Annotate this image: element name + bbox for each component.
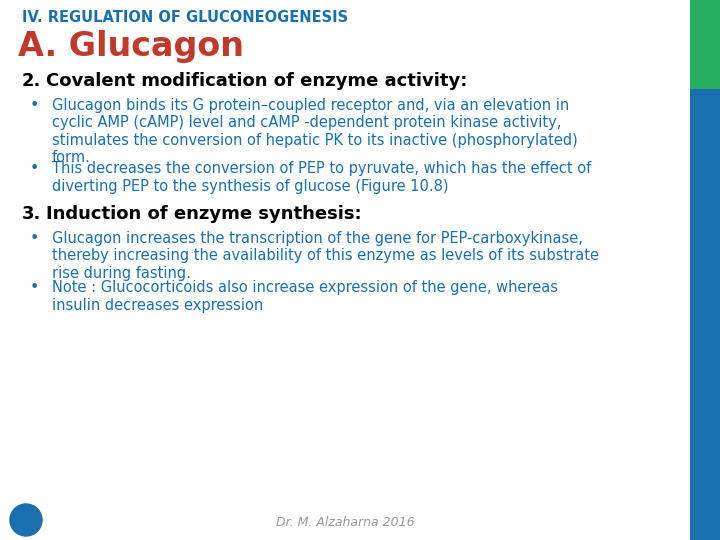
Text: •: • (30, 280, 40, 295)
Text: Covalent modification of enzyme activity:: Covalent modification of enzyme activity… (46, 72, 467, 90)
Text: 27: 27 (15, 512, 37, 528)
Text: 2.: 2. (22, 72, 41, 90)
Text: Glucagon binds its G protein–coupled receptor and, via an elevation in
cyclic AM: Glucagon binds its G protein–coupled rec… (52, 98, 577, 165)
Text: IV. REGULATION OF GLUCONEOGENESIS: IV. REGULATION OF GLUCONEOGENESIS (22, 10, 348, 25)
Circle shape (10, 504, 42, 536)
Bar (690, 89, 720, 540)
Text: Note : Glucocorticoids also increase expression of the gene, whereas
insulin dec: Note : Glucocorticoids also increase exp… (52, 280, 558, 313)
Text: Induction of enzyme synthesis:: Induction of enzyme synthesis: (46, 205, 361, 223)
Text: Dr. M. Alzaharna 2016: Dr. M. Alzaharna 2016 (276, 516, 414, 529)
Text: •: • (30, 231, 40, 246)
Text: •: • (30, 161, 40, 176)
Text: 3.: 3. (22, 205, 41, 223)
Text: This decreases the conversion of PEP to pyruvate, which has the effect of
divert: This decreases the conversion of PEP to … (52, 161, 591, 194)
Text: A. Glucagon: A. Glucagon (18, 30, 244, 63)
Text: Glucagon increases the transcription of the gene for PEP-carboxykinase,
thereby : Glucagon increases the transcription of … (52, 231, 599, 281)
Bar (690, 0, 720, 89)
Text: •: • (30, 98, 40, 113)
